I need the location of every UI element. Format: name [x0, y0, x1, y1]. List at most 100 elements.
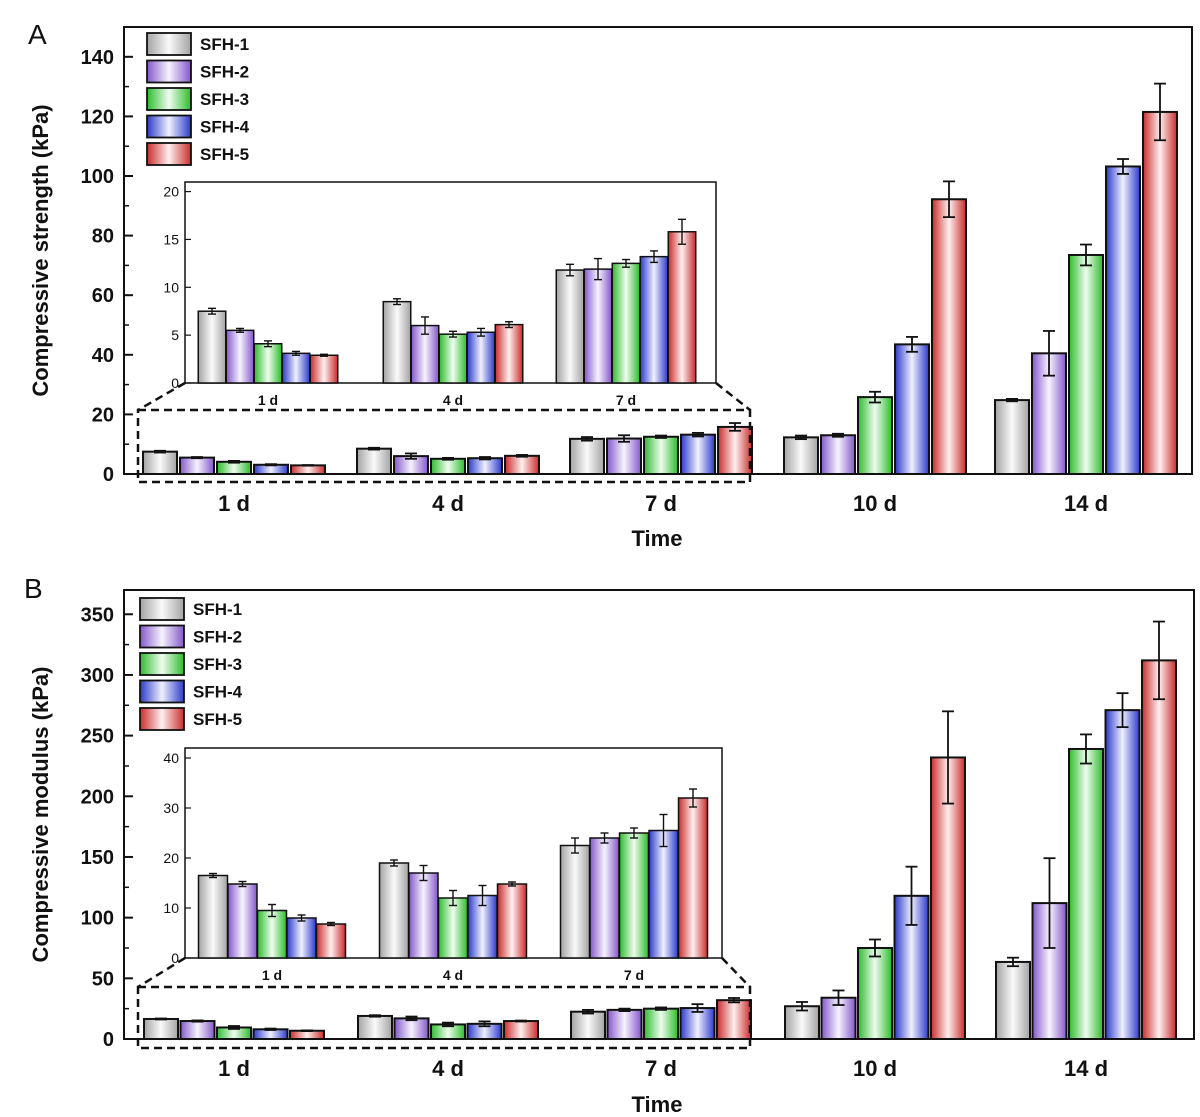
bar-sfh-5-7d	[717, 425, 753, 475]
bar-sfh-5-14d	[1142, 110, 1178, 476]
zoom-connector	[715, 382, 751, 411]
inset-bar-sfh-2-7d	[583, 268, 613, 384]
inset-y-tick-label: 0	[171, 950, 179, 966]
bar-sfh-3-4d	[430, 457, 466, 476]
inset-bar-sfh-4-1d	[281, 352, 311, 384]
bar-sfh-3-7d	[643, 435, 679, 475]
y-tick-label: 250	[81, 726, 114, 748]
y-tick-label: 0	[103, 464, 114, 486]
legend-swatch-sfh-1	[146, 32, 192, 56]
y-tick-label: 20	[92, 404, 114, 426]
bar-sfh-5-7d	[716, 999, 752, 1040]
bar-sfh-3-10d	[857, 396, 893, 475]
legend-label-sfh-3: SFH-3	[193, 655, 242, 674]
y-tick-label: 50	[92, 968, 114, 990]
y-tick-label: 300	[81, 665, 114, 687]
inset-bar-sfh-3-4d	[437, 897, 469, 959]
legend-label-sfh-4: SFH-4	[200, 118, 250, 137]
x-tick-label: 14 d	[1064, 1056, 1108, 1081]
legend-label-sfh-1: SFH-1	[193, 600, 242, 619]
legend-swatch-sfh-5	[146, 142, 192, 166]
legend-swatch-sfh-4	[139, 679, 185, 704]
x-tick-label: 7 d	[645, 491, 677, 516]
inset-bar-sfh-4-1d	[286, 917, 317, 959]
x-axis-label: Time	[632, 1092, 683, 1117]
inset-x-tick-label: 7 d	[624, 967, 644, 983]
legend-label-sfh-5: SFH-5	[193, 710, 242, 729]
y-axis-label: Compressive strength (kPa)	[28, 104, 53, 396]
bar-sfh-1-7d	[570, 1010, 606, 1040]
inset-bar-sfh-2-7d	[589, 837, 620, 959]
bar-sfh-5-14d	[1141, 659, 1177, 1040]
bar-sfh-1-14d	[994, 399, 1030, 476]
panel-b-label: B	[24, 573, 43, 604]
inset-bar-sfh-5-7d	[667, 231, 697, 384]
bar-sfh-3-7d	[643, 1007, 679, 1041]
y-tick-label: 100	[81, 908, 114, 930]
bar-sfh-1-1d	[142, 450, 178, 475]
inset-y-tick-label: 40	[163, 750, 179, 766]
x-tick-label: 1 d	[218, 1056, 250, 1081]
inset-x-tick-label: 1 d	[262, 967, 282, 983]
x-tick-label: 1 d	[218, 491, 250, 516]
inset-bar-sfh-4-7d	[639, 255, 669, 384]
inset-y-tick-label: 0	[171, 375, 179, 391]
bar-sfh-4-10d	[894, 343, 930, 475]
bar-sfh-2-10d	[820, 434, 856, 476]
inset-bar-sfh-1-4d	[378, 862, 410, 959]
inset-bar-sfh-2-1d	[225, 329, 255, 384]
zoom-box	[136, 985, 752, 1050]
inset-bar-sfh-3-7d	[611, 262, 641, 384]
x-axis-label: Time	[632, 526, 683, 551]
inset-y-tick-label: 20	[163, 184, 179, 200]
y-tick-label: 60	[92, 285, 114, 307]
bar-sfh-1-7d	[569, 437, 605, 475]
y-tick-label: 40	[92, 345, 114, 367]
bar-sfh-5-4d	[504, 454, 540, 475]
inset-y-tick-label: 20	[163, 850, 179, 866]
bar-sfh-3-1d	[216, 460, 252, 476]
legend-swatch-sfh-3	[139, 652, 185, 676]
inset-x-tick-label: 7 d	[616, 392, 636, 408]
bar-sfh-5-4d	[503, 1020, 539, 1040]
legend-label-sfh-1: SFH-1	[200, 35, 249, 54]
legend-label-sfh-4: SFH-4	[193, 683, 243, 702]
inset-bar-sfh-4-7d	[648, 829, 679, 959]
bar-sfh-3-14d	[1068, 747, 1104, 1040]
bar-sfh-2-7d	[606, 1008, 643, 1040]
inset-y-tick-label: 30	[163, 800, 179, 816]
inset-bar-sfh-5-4d	[494, 323, 524, 384]
inset-bar-sfh-3-1d	[253, 343, 283, 384]
legend-swatch-sfh-5	[139, 707, 185, 731]
bar-sfh-4-14d	[1105, 165, 1141, 476]
zoom-box	[136, 408, 752, 484]
inset-bar-sfh-4-4d	[466, 331, 496, 384]
bar-sfh-1-4d	[356, 447, 392, 476]
legend-swatch-sfh-2	[139, 624, 185, 649]
legend-label-sfh-2: SFH-2	[200, 63, 249, 82]
inset-bar-sfh-5-1d	[309, 354, 339, 384]
y-axis-label: Compressive modulus (kPa)	[28, 667, 53, 963]
inset-bar-sfh-5-7d	[677, 797, 709, 959]
zoom-connector	[721, 957, 751, 988]
bar-sfh-1-1d	[143, 1017, 179, 1041]
bar-sfh-4-4d	[467, 457, 503, 475]
legend-swatch-sfh-4	[146, 114, 192, 139]
zoom-connector	[137, 956, 186, 989]
legend-label-sfh-5: SFH-5	[200, 145, 249, 164]
y-tick-label: 140	[81, 47, 114, 69]
inset-bar-sfh-2-4d	[408, 872, 439, 959]
y-tick-label: 120	[81, 106, 114, 128]
inset-bar-sfh-3-7d	[618, 832, 650, 959]
bar-sfh-3-10d	[857, 946, 893, 1041]
inset-y-tick-label: 10	[163, 279, 179, 295]
inset-bar-sfh-1-1d	[197, 874, 229, 959]
legend-swatch-sfh-2	[146, 59, 192, 84]
inset-bar-sfh-5-1d	[315, 923, 347, 959]
legend-label-sfh-3: SFH-3	[200, 90, 249, 109]
bar-sfh-3-14d	[1068, 253, 1104, 475]
bar-sfh-1-4d	[357, 1014, 393, 1040]
